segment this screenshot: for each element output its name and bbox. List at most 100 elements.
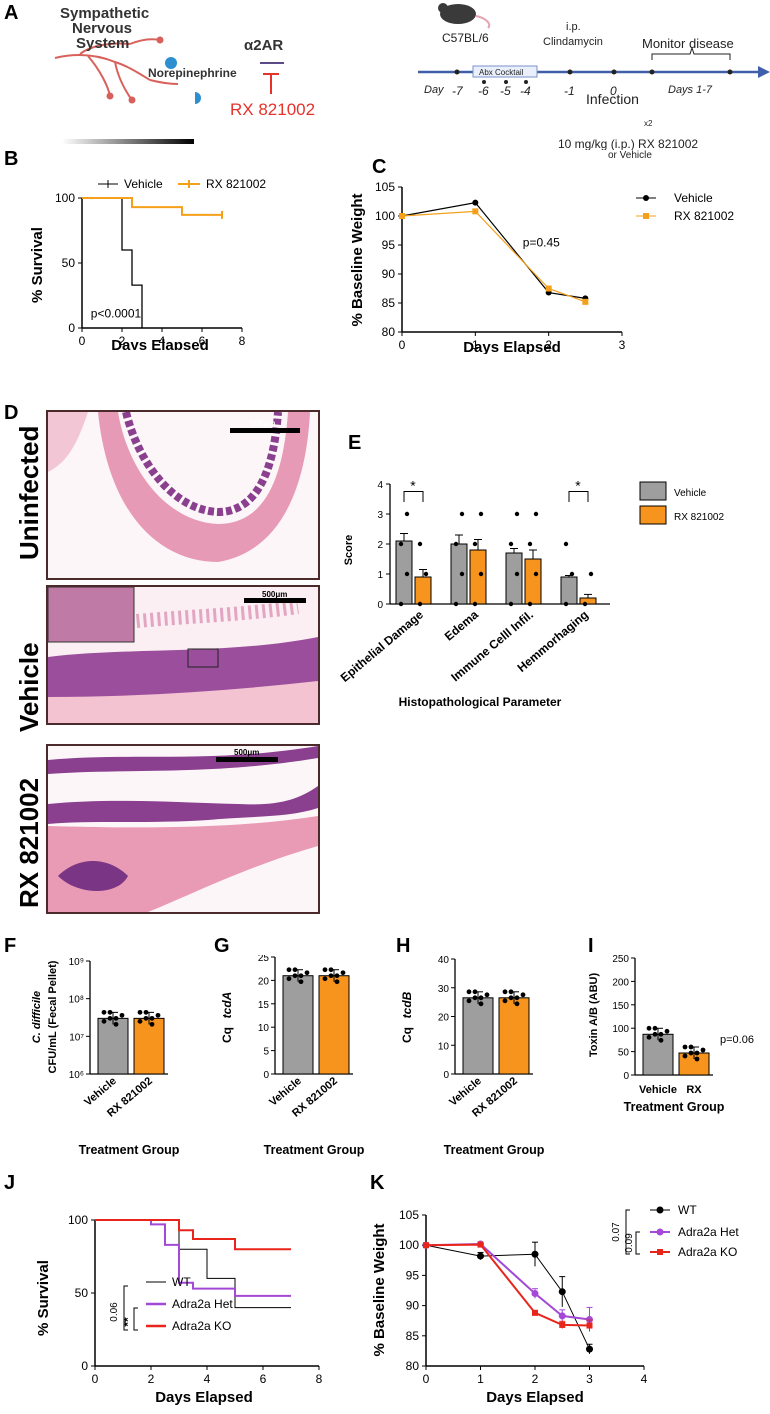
k-legend-marker-ko <box>657 1249 663 1255</box>
c-y-tick-label: 85 <box>382 296 396 310</box>
b-x-tick-label: 4 <box>159 334 166 348</box>
e-bar-vehicle <box>505 552 523 605</box>
G-dot <box>286 976 292 982</box>
F-dot <box>101 1009 107 1015</box>
k-legend-ko: Adra2a KO <box>678 1245 737 1259</box>
k-sig-bracket-inner <box>635 1231 640 1255</box>
I-y-tick-label: 100 <box>612 1024 629 1035</box>
receptor-label: α2AR <box>244 37 283 54</box>
panel-letter-i: I <box>588 935 594 957</box>
k-xlabel: Days Elapsed <box>486 1389 584 1406</box>
e-legend-vehicle: Vehicle <box>674 488 707 499</box>
j-legend-ko: Adra2a KO <box>172 1319 231 1333</box>
e-dot <box>472 601 478 607</box>
sns-line2: Nervous <box>72 20 132 37</box>
F-dot <box>137 1009 143 1015</box>
G-dot <box>322 967 328 973</box>
scale-label-uninfected: 500μm <box>250 419 276 428</box>
H-y-tick-label: 0 <box>443 1070 449 1081</box>
scale-label-vehicle: 500μm <box>262 590 288 599</box>
e-bar-vehicle <box>450 543 468 605</box>
H-dot <box>484 992 490 998</box>
c-x-tick-label: 1 <box>472 338 479 352</box>
panel-letter-c: C <box>372 156 387 178</box>
e-bar-rx <box>414 576 432 605</box>
j-series-het <box>95 1219 291 1297</box>
row-label-rx: RX 821002 <box>14 777 44 908</box>
j-series-ko <box>95 1219 291 1251</box>
I-y-tick-label: 250 <box>612 955 629 965</box>
k-legend-marker-wt <box>656 1206 664 1214</box>
b-ylabel: % Survival <box>29 227 46 303</box>
G-y-tick-label: 15 <box>258 1000 270 1011</box>
histology-vehicle-image <box>48 587 318 723</box>
F-dot <box>107 1015 113 1021</box>
H-y-tick-label: 20 <box>438 1013 450 1024</box>
e-xlabel: Histopathological Parameter <box>399 695 562 709</box>
I-y-tick-label: 200 <box>612 977 629 988</box>
panel-letter-k: K <box>370 1172 385 1194</box>
k-legend-marker-het <box>656 1228 664 1236</box>
c-y-tick-label: 95 <box>382 238 396 252</box>
I-dot <box>700 1047 706 1053</box>
j-sig-outer: 0.06 <box>109 1302 120 1322</box>
k-y-tick-label: 100 <box>399 1238 419 1252</box>
panel-letter-h: H <box>396 935 411 957</box>
c-legend-marker-vehicle <box>643 195 649 201</box>
G-bar-1 <box>318 975 350 1075</box>
e-dot <box>453 601 459 607</box>
scale-bar-uninfected <box>230 428 300 433</box>
G-dot <box>292 973 298 979</box>
H-bar-1 <box>498 997 530 1075</box>
H-dot <box>508 995 514 1001</box>
k-point-wt <box>558 1288 566 1296</box>
e-dot <box>533 571 539 577</box>
e-dot <box>459 571 465 577</box>
e-dot <box>569 571 575 577</box>
e-dot <box>472 541 478 547</box>
H-dot <box>472 995 478 1001</box>
e-legend-swatch-rx <box>639 505 667 525</box>
F-dot <box>119 1012 125 1018</box>
b-series-rx <box>82 197 222 216</box>
G-xlabel: Treatment Group <box>264 1143 365 1157</box>
e-dot <box>459 511 465 517</box>
k-y-tick-label: 95 <box>406 1268 420 1282</box>
b-legend-rx: RX 821002 <box>206 177 266 191</box>
e-ylabel: Score <box>343 535 355 566</box>
j-x-tick-label: 2 <box>148 1372 155 1386</box>
I-y-tick-label: 0 <box>623 1071 629 1082</box>
b-legend-vehicle: Vehicle <box>124 177 163 191</box>
e-sig-bracket <box>403 491 424 502</box>
k-x-tick-label: 3 <box>586 1372 593 1386</box>
histology-uninfected-image <box>48 412 310 562</box>
G-y-tick-label: 5 <box>263 1047 269 1058</box>
F-dot <box>155 1012 161 1018</box>
k-point-ko <box>423 1242 429 1249</box>
dose-label: 10 mg/kg (i.p.) RX 821002 <box>558 137 698 150</box>
k-point-het <box>586 1315 593 1323</box>
histology-rx-image <box>48 746 318 912</box>
F-xlabel: Treatment Group <box>79 1143 180 1157</box>
e-bar-vehicle <box>395 540 413 605</box>
c-x-tick-label: 3 <box>619 338 626 352</box>
chart-j-survival: 0 2 4 6 8 0 50 100 Days Elapsed % Survival WT Adra2… <box>35 1213 323 1406</box>
k-y-tick-label: 85 <box>406 1329 420 1343</box>
F-dot <box>113 1021 119 1027</box>
H-bar-0 <box>462 997 494 1075</box>
I-dot <box>646 1025 652 1031</box>
I-dot <box>688 1050 694 1056</box>
j-sig-bracket-inner <box>133 1307 138 1331</box>
day-label: Day <box>424 84 445 96</box>
I-dot <box>694 1050 700 1056</box>
H-dot <box>514 1001 520 1007</box>
e-dot <box>582 601 588 607</box>
G-dot <box>292 967 298 973</box>
infection-label: Infection <box>586 91 639 107</box>
G-ylabel: Cq <box>220 1027 234 1043</box>
b-x-tick-label: 2 <box>119 334 126 348</box>
day-0: 0 <box>610 84 617 98</box>
e-sig-star: * <box>410 478 416 494</box>
